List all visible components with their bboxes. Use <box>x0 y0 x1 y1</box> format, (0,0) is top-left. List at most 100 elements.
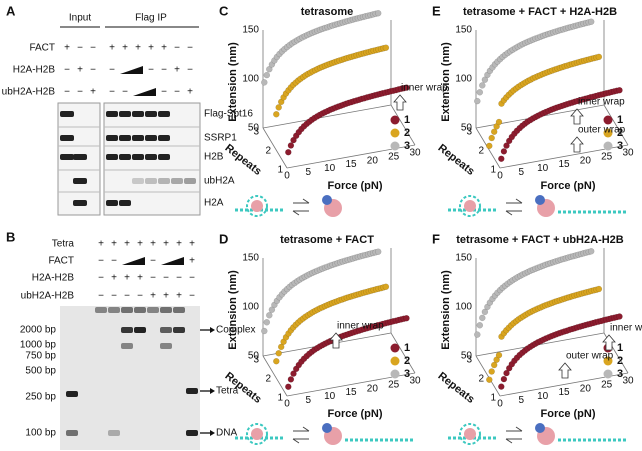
y-tick-label: 2 <box>265 374 271 385</box>
arrow-cartoon <box>505 198 523 216</box>
gel-band <box>160 343 172 349</box>
legend-label: 2 <box>404 127 410 139</box>
trace-dot <box>595 285 603 293</box>
arrow-cartoon <box>505 426 523 444</box>
ramp <box>122 257 145 265</box>
annotation: outer wrap <box>578 125 626 136</box>
ladder-label: 250 bp <box>25 392 56 403</box>
trace-dot <box>261 79 268 86</box>
sign: + <box>148 43 154 54</box>
trace-dot <box>268 306 276 313</box>
band <box>132 178 144 184</box>
ramp <box>161 257 184 265</box>
z-axis-label: Extension (nm) <box>440 42 452 122</box>
axis-frame <box>390 104 416 146</box>
arrow-head <box>210 327 215 333</box>
y-tick-label: 3 <box>466 355 472 366</box>
trace-dot <box>290 370 297 377</box>
legend-swatch <box>603 141 613 151</box>
gel-band <box>121 327 133 333</box>
legend-label: 3 <box>617 140 623 152</box>
sign: + <box>109 43 115 54</box>
trace-dot <box>481 308 489 316</box>
y-tick-label: 3 <box>466 127 472 138</box>
y-tick-label: 1 <box>277 393 283 404</box>
trace-dot <box>490 128 498 135</box>
legend-swatch <box>390 141 400 151</box>
sign: + <box>150 291 156 302</box>
trace-dot <box>495 351 503 359</box>
nucleosome-cartoon <box>246 423 268 445</box>
row-label: Tetra <box>52 239 75 250</box>
fact-cartoon <box>535 423 545 433</box>
histone-cartoon <box>251 428 263 440</box>
annotation-arrow <box>570 136 584 153</box>
sign: + <box>64 43 70 54</box>
legend-label: 1 <box>617 342 623 354</box>
ladder-label: 500 bp <box>25 366 56 377</box>
z-tick-label: 50 <box>461 123 473 134</box>
x-tick-label: 10 <box>324 391 336 402</box>
y-tick-label: 3 <box>253 355 259 366</box>
arrow-cartoon <box>292 426 310 444</box>
histone-cartoon <box>251 200 263 212</box>
z-tick-label: 100 <box>455 74 472 85</box>
z-tick-label: 150 <box>242 25 259 36</box>
band <box>60 111 74 117</box>
ladder-label: 750 bp <box>25 351 56 362</box>
sign: − <box>189 291 195 302</box>
legend-swatch <box>390 343 400 353</box>
gel-band <box>66 391 78 397</box>
sign: − <box>176 273 182 284</box>
sign: − <box>90 43 96 54</box>
trace-dot <box>500 148 508 155</box>
sign: − <box>111 291 117 302</box>
sign: + <box>137 273 143 284</box>
arrow-head <box>210 430 215 436</box>
y-axis-label: Repeats <box>436 142 477 178</box>
sign: − <box>161 65 167 76</box>
band <box>132 111 144 117</box>
ladder-label: 1000 bp <box>20 340 57 351</box>
legend-swatch <box>603 128 613 138</box>
x-tick-label: 0 <box>284 171 290 182</box>
z-axis-label: Extension (nm) <box>440 270 452 350</box>
trace-dot <box>374 248 382 255</box>
trace-dot <box>479 314 486 322</box>
z-tick-label: 100 <box>242 302 259 313</box>
trace-dot <box>403 84 410 91</box>
z-tick-label: 150 <box>242 253 259 264</box>
x-tick-label: 15 <box>345 387 357 398</box>
axis-frame <box>603 104 629 146</box>
band-label: ubH2A <box>204 176 235 187</box>
band <box>60 154 74 160</box>
y-tick-label: 1 <box>490 393 496 404</box>
sign: − <box>90 65 96 76</box>
sign: + <box>163 239 169 250</box>
panel-letter: F <box>432 231 440 246</box>
trace-dot <box>261 327 268 335</box>
z-axis-label: Extension (nm) <box>227 270 239 350</box>
x-tick-label: 0 <box>497 171 503 182</box>
x-tick-label: 0 <box>284 399 290 410</box>
gel-band <box>108 307 120 313</box>
y-axis-label: Repeats <box>436 370 477 406</box>
trace-dot <box>490 361 498 369</box>
band <box>119 135 131 141</box>
arrow-head <box>210 388 215 394</box>
z-tick-label: 100 <box>242 74 259 85</box>
gel-band <box>173 327 185 333</box>
y-tick-label: 1 <box>277 165 283 176</box>
species-label: DNA <box>216 428 237 439</box>
fact-cartoon <box>535 195 545 205</box>
legend-label: 2 <box>617 355 623 367</box>
x-axis-label: Force (pN) <box>541 180 596 192</box>
trace-dot <box>587 248 595 255</box>
legend-label: 1 <box>617 114 623 126</box>
band <box>119 111 131 117</box>
axis-frame <box>390 332 416 374</box>
gel-band <box>186 430 198 436</box>
sign: + <box>124 239 130 250</box>
